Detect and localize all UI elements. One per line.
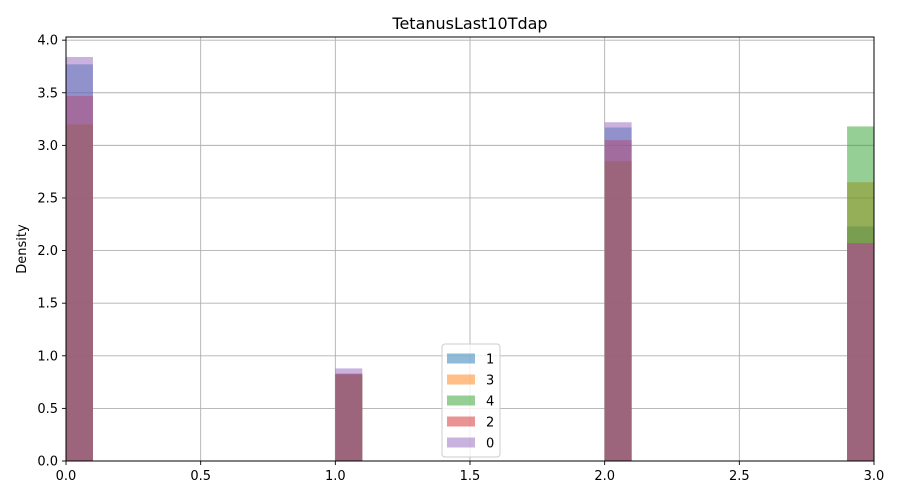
plot-frame [65, 36, 875, 462]
y-tick-label: 3.5 [37, 86, 58, 101]
legend-swatch-0 [447, 437, 475, 448]
legend-label-1: 1 [486, 353, 494, 368]
y-tick-label: 1.0 [37, 349, 58, 364]
x-tick-label: 2.5 [729, 469, 750, 484]
bar-series-0-bin-1 [335, 368, 363, 461]
y-tick-label: 1.5 [37, 297, 58, 312]
y-axis-label: Density [15, 224, 30, 274]
bar-series-0-bin-3 [847, 243, 874, 461]
x-tick-label: 1.0 [325, 469, 346, 484]
y-tick-label: 0.0 [37, 455, 58, 470]
y-tick-label: 3.0 [37, 139, 58, 154]
y-tick-label: 2.0 [37, 244, 58, 259]
legend-label-3: 3 [486, 374, 494, 389]
legend-swatch-1 [447, 353, 475, 364]
axes: 0.0 0.5 1.0 1.5 2.0 2.5 3.0 0.0 0.5 1.0 1.5 2.0 2.5 3… [37, 34, 884, 484]
chart-title: TetanusLast10Tdap [391, 14, 547, 33]
legend-swatch-3 [447, 374, 475, 385]
y-tick-label: 4.0 [37, 34, 58, 49]
x-tick-label: 0.5 [190, 469, 211, 484]
histogram-bars [66, 56, 874, 462]
legend-label-0: 0 [486, 437, 494, 452]
y-tick-label: 2.5 [37, 191, 58, 206]
y-tick-label: 0.5 [37, 402, 58, 417]
bar-series-0-bin-2 [604, 122, 632, 462]
x-tick-label: 0.0 [56, 469, 77, 484]
legend-label-4: 4 [486, 395, 494, 410]
legend-swatch-2 [447, 416, 475, 427]
bar-series-0-bin-0 [66, 56, 93, 461]
x-tick-label: 1.5 [460, 469, 481, 484]
x-tick-label: 2.0 [594, 469, 615, 484]
x-tick-label: 3.0 [864, 469, 885, 484]
legend-swatch-4 [447, 395, 475, 406]
legend-label-2: 2 [486, 416, 494, 431]
grid-lines [65, 37, 875, 462]
legend: 1 3 4 2 0 [441, 343, 501, 458]
